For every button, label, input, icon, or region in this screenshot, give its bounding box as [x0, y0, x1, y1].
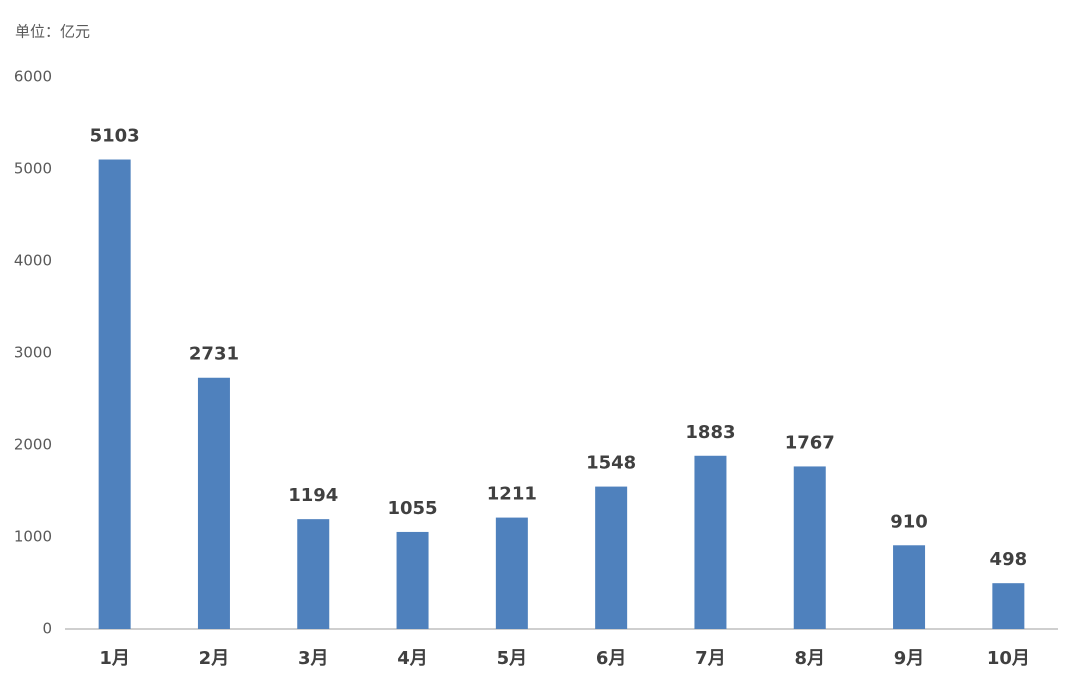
value-label: 1055: [387, 498, 437, 519]
value-label: 1211: [487, 484, 537, 505]
value-label: 910: [890, 511, 928, 532]
value-label: 2731: [189, 344, 239, 365]
bar: [793, 466, 826, 629]
x-tick-label: 7月: [695, 648, 726, 669]
y-tick-label: 0: [42, 620, 52, 638]
value-label: 5103: [90, 126, 140, 147]
x-tick-label: 4月: [397, 648, 428, 669]
y-tick-label: 5000: [14, 160, 52, 178]
bar: [893, 545, 926, 629]
unit-label: 单位：亿元: [15, 23, 90, 41]
bar: [396, 531, 429, 629]
value-label: 1548: [586, 453, 636, 474]
x-tick-label: 3月: [298, 648, 329, 669]
x-tick-label: 6月: [596, 648, 627, 669]
value-label: 1194: [288, 485, 338, 506]
y-tick-label: 1000: [14, 528, 52, 546]
x-tick-label: 5月: [497, 648, 528, 669]
y-tick-label: 6000: [14, 68, 52, 86]
bar: [992, 583, 1025, 629]
x-tick-label: 1月: [99, 648, 130, 669]
bar: [197, 377, 230, 629]
value-label: 1883: [685, 422, 735, 443]
value-label: 1767: [785, 432, 835, 453]
bar: [297, 519, 330, 629]
value-label: 498: [990, 549, 1028, 570]
x-tick-label: 9月: [894, 648, 925, 669]
x-tick-label: 8月: [794, 648, 825, 669]
y-tick-label: 3000: [14, 344, 52, 362]
bar: [694, 455, 727, 629]
x-tick-label: 10月: [987, 648, 1030, 669]
bar: [98, 159, 131, 630]
bar: [495, 517, 528, 629]
bar: [595, 486, 628, 629]
y-tick-label: 4000: [14, 252, 52, 270]
y-tick-label: 2000: [14, 436, 52, 454]
x-tick-label: 2月: [199, 648, 230, 669]
